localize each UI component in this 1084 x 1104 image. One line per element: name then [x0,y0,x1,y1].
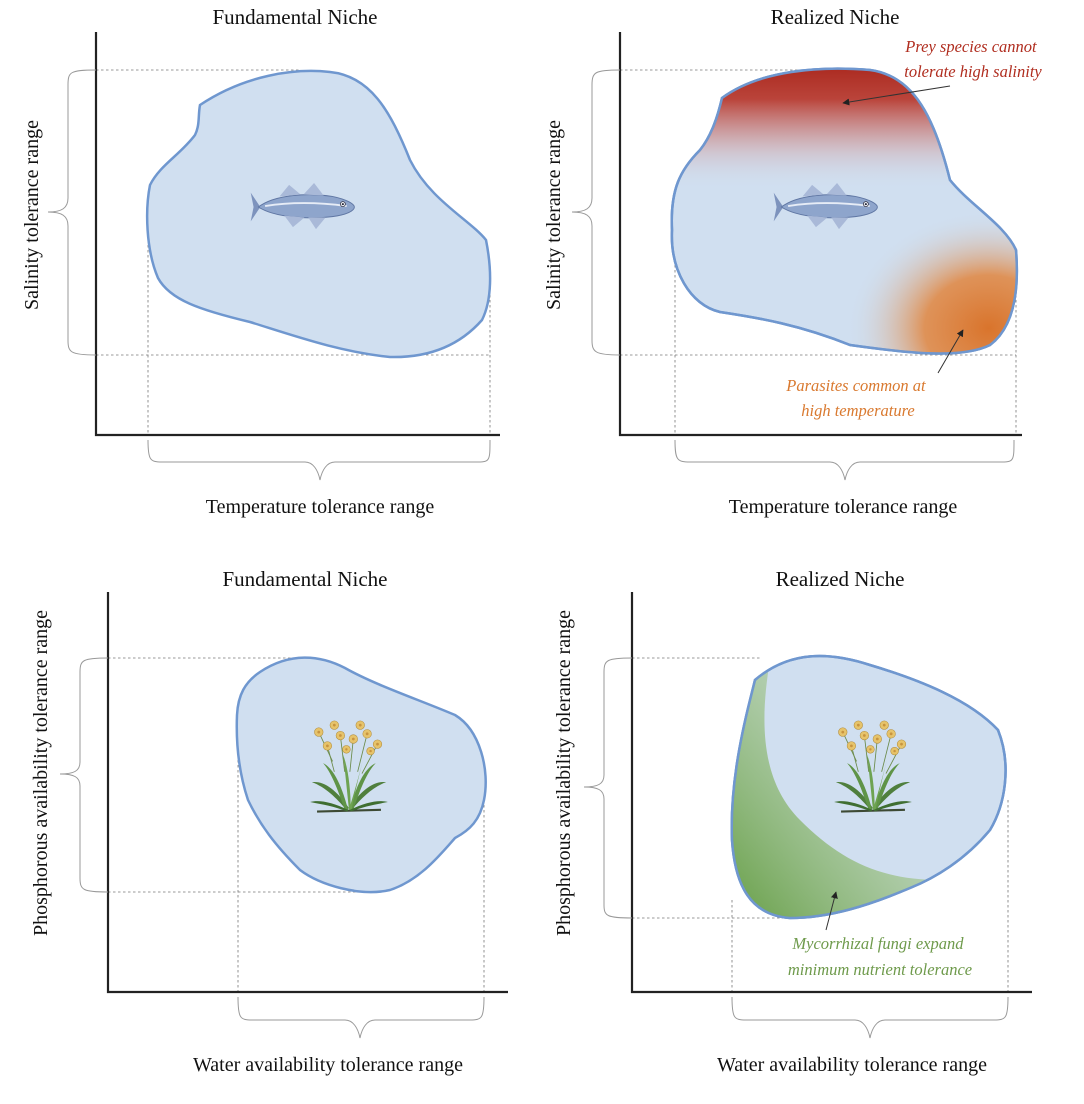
panel-plant-realized: Realized Niche Water availability tolera… [553,567,1032,1076]
panel-fish-fundamental: Fundamental Niche Temperature tolerance … [21,5,500,518]
x-range-brace [147,439,491,481]
panel-title: Fundamental Niche [222,567,387,591]
panel-title: Realized Niche [771,5,900,29]
panel-title: Realized Niche [776,567,905,591]
range-guides [108,657,485,992]
annotation-line: minimum nutrient tolerance [788,960,972,979]
y-axis-label: Salinity tolerance range [543,120,565,310]
range-guides [620,69,1017,435]
x-range-brace [731,996,1009,1039]
x-range-brace [237,996,485,1039]
x-axis-label: Temperature tolerance range [729,496,958,518]
fungi-arrow [825,891,838,931]
y-axis-label: Phosphorous availability tolerance range [30,610,52,936]
range-guides [96,69,491,435]
x-axis-label: Water availability tolerance range [193,1054,463,1076]
annotation-line: Parasites common at [785,376,926,395]
fungi-annotation: Mycorrhizal fungi expand minimum nutrien… [788,934,972,979]
fundamental-niche-area [235,656,487,894]
temperature-annotation: Parasites common at high temperature [785,376,929,420]
annotation-line: high temperature [801,401,915,420]
panel-plant-fundamental: Fundamental Niche Water availability tol… [30,567,508,1076]
axes [630,592,1032,994]
panel-title: Fundamental Niche [212,5,377,29]
y-range-brace [583,657,633,919]
axes [94,32,500,437]
x-range-brace [674,439,1015,481]
temperature-arrow [937,329,964,374]
annotation-line: Prey species cannot [904,37,1037,56]
y-range-brace [571,69,621,356]
x-axis-label: Temperature tolerance range [206,496,435,518]
axes [618,32,1022,437]
salinity-annotation: Prey species cannot tolerate high salini… [904,37,1042,81]
x-axis-label: Water availability tolerance range [717,1054,987,1076]
y-range-brace [59,657,109,893]
panel-fish-realized: Realized Niche Temperature tolerance ran… [543,5,1042,518]
annotation-line: Mycorrhizal fungi expand [791,934,964,953]
axes [106,592,508,994]
y-range-brace [47,69,97,356]
y-axis-label: Salinity tolerance range [21,120,43,310]
fungi-expansion-zone [731,655,940,918]
y-axis-label: Phosphorous availability tolerance range [553,610,575,936]
annotation-line: tolerate high salinity [904,62,1042,81]
salinity-arrow [842,85,951,106]
